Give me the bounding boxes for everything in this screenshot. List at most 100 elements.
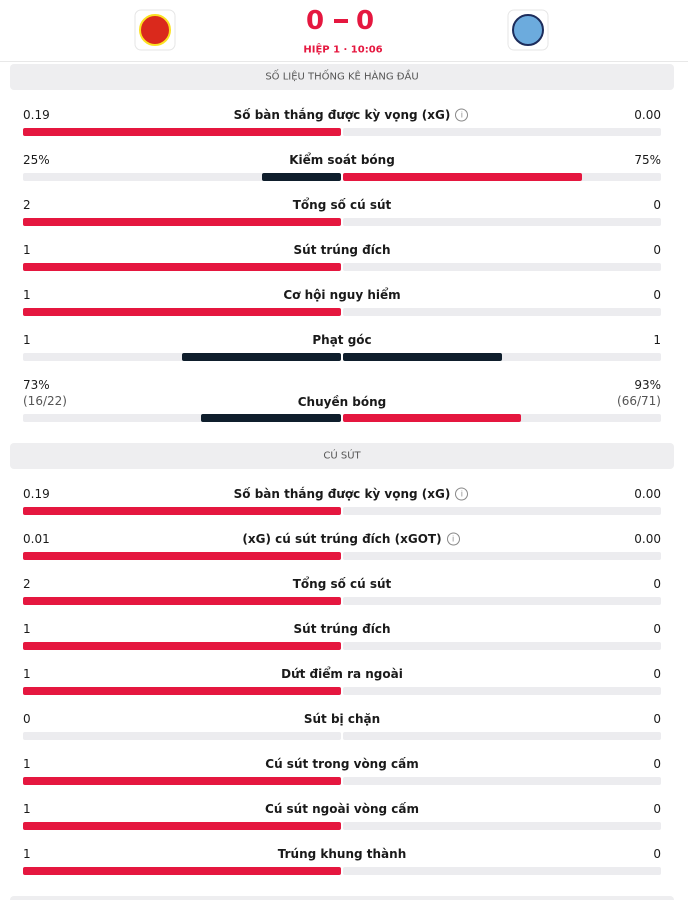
stat-name: Số bàn thắng được kỳ vọng (xG) — [233, 487, 451, 501]
away-value: 1 — [653, 333, 661, 347]
bar-track — [343, 822, 661, 830]
home-value: 2 — [23, 198, 31, 212]
away-value: 0 — [653, 622, 661, 636]
bar-track — [343, 552, 661, 560]
home-value: 73% — [23, 378, 50, 392]
bar-track — [343, 642, 661, 650]
away-value: 75% — [634, 153, 661, 167]
bar-track — [343, 308, 661, 316]
bar-track — [343, 687, 661, 695]
stat-name: Sút trúng đích — [293, 243, 391, 257]
home-bar — [23, 867, 341, 875]
home-value: 1 — [23, 622, 31, 636]
away-value: 0 — [653, 288, 661, 302]
stat-name: Phạt góc — [312, 333, 372, 347]
home-bar — [23, 308, 341, 316]
away-bar — [343, 414, 522, 422]
away-value: 93% — [634, 378, 661, 392]
home-bar — [23, 128, 341, 136]
home-bar — [23, 687, 341, 695]
match-status: HIỆP 1 · 10:06 — [303, 44, 383, 56]
section-header — [10, 443, 674, 469]
section-header — [10, 896, 674, 900]
away-value: 0.00 — [634, 108, 661, 122]
bar-track — [343, 867, 661, 875]
stat-name: Trúng khung thành — [277, 847, 407, 861]
stat-name: Kiểm soát bóng — [289, 153, 395, 167]
home-logo — [139, 14, 171, 46]
stat-name: Sút bị chặn — [303, 712, 381, 726]
away-bar — [343, 173, 582, 181]
away-value: 0.00 — [634, 532, 661, 546]
home-bar — [23, 263, 341, 271]
stat-name: Tổng số cú sút — [292, 198, 392, 212]
stat-name: (xG) cú sút trúng đích (xGOT) — [242, 532, 442, 546]
home-bar — [182, 353, 341, 361]
home-detail: (16/22) — [23, 394, 67, 408]
stat-name: Cú sút ngoài vòng cấm — [265, 802, 419, 816]
score-dash — [334, 19, 348, 23]
bar-track — [23, 173, 341, 181]
home-bar — [23, 552, 341, 560]
bar-track — [343, 353, 661, 361]
home-bar — [23, 777, 341, 785]
bar-track — [23, 732, 341, 740]
away-score: 0 — [356, 6, 375, 36]
home-value: 1 — [23, 333, 31, 347]
section-title: SỐ LIỆU THỐNG KÊ HÀNG ĐẦU — [265, 71, 419, 83]
match-header — [0, 9, 688, 62]
away-logo — [512, 14, 544, 46]
home-value: 1 — [23, 757, 31, 771]
away-value: 0.00 — [634, 487, 661, 501]
away-value: 0 — [653, 847, 661, 861]
stat-name: Tổng số cú sút — [292, 577, 392, 591]
away-value: 0 — [653, 243, 661, 257]
away-detail: (66/71) — [617, 394, 661, 408]
home-bar — [23, 218, 341, 226]
home-value: 1 — [23, 847, 31, 861]
home-bar — [23, 507, 341, 515]
info-icon: i — [446, 532, 460, 546]
home-value: 25% — [23, 153, 50, 167]
home-bar — [201, 414, 341, 422]
bar-track — [343, 507, 661, 515]
stat-name: Cơ hội nguy hiểm — [283, 288, 401, 302]
info-icon: i — [455, 487, 469, 501]
section-header — [10, 64, 674, 90]
bar-track — [343, 218, 661, 226]
home-bar — [23, 597, 341, 605]
home-bar — [261, 173, 341, 181]
stat-name: Số bàn thắng được kỳ vọng (xG) — [233, 108, 451, 122]
stat-name: Sút trúng đích — [293, 622, 391, 636]
away-value: 0 — [653, 712, 661, 726]
bar-track — [343, 732, 661, 740]
home-value: 0.01 — [23, 532, 50, 546]
home-bar — [23, 822, 341, 830]
bar-track — [343, 263, 661, 271]
home-value: 0.19 — [23, 108, 50, 122]
bar-track — [23, 414, 341, 422]
away-value: 0 — [653, 577, 661, 591]
home-value: 2 — [23, 577, 31, 591]
away-value: 0 — [653, 198, 661, 212]
stat-name: Chuyền bóng — [297, 395, 387, 409]
stat-name: Dứt điểm ra ngoài — [281, 667, 403, 681]
home-bar — [23, 642, 341, 650]
stat-name: Cú sút trong vòng cấm — [265, 757, 419, 771]
bar-track — [343, 597, 661, 605]
away-value: 0 — [653, 802, 661, 816]
home-value: 0 — [23, 712, 31, 726]
section-title: CÚ SÚT — [323, 450, 361, 462]
away-bar — [343, 353, 502, 361]
home-score: 0 — [306, 6, 325, 36]
home-value: 1 — [23, 243, 31, 257]
home-value: 1 — [23, 667, 31, 681]
bar-track — [343, 777, 661, 785]
away-value: 0 — [653, 757, 661, 771]
home-value: 0.19 — [23, 487, 50, 501]
info-icon: i — [455, 108, 469, 122]
bar-track — [343, 128, 661, 136]
home-value: 1 — [23, 802, 31, 816]
away-value: 0 — [653, 667, 661, 681]
